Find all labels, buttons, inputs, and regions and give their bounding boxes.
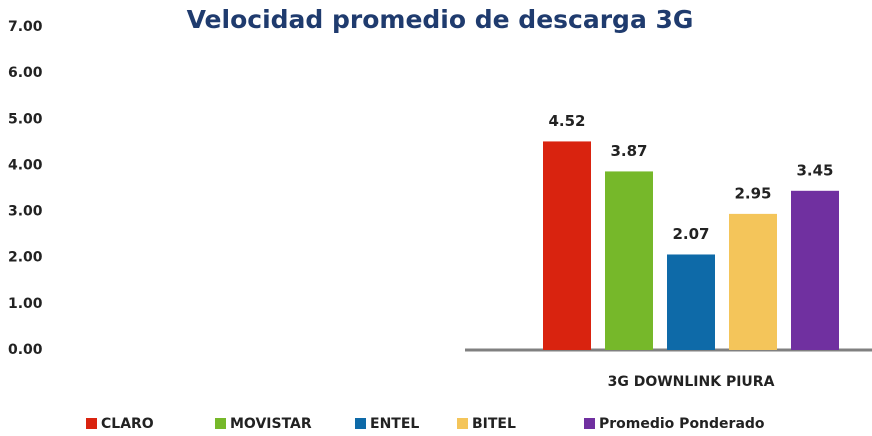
bar (667, 254, 715, 350)
legend-swatch (215, 418, 226, 429)
y-tick-label: 4.00 (8, 157, 43, 173)
data-label: 3.87 (610, 142, 647, 160)
y-tick-label: 6.00 (8, 65, 43, 81)
legend-swatch (457, 418, 468, 429)
legend-label: BITEL (472, 416, 516, 432)
data-label: 2.95 (734, 184, 771, 202)
bar (729, 213, 777, 350)
legend-swatch (355, 418, 366, 429)
data-label: 4.52 (548, 112, 585, 130)
y-tick-label: 3.00 (8, 204, 43, 220)
bar (605, 171, 653, 350)
legend-label: MOVISTAR (230, 416, 312, 432)
legend-label: ENTEL (370, 416, 419, 432)
y-tick-label: 7.00 (8, 19, 43, 35)
chart-title: Velocidad promedio de descarga 3G (187, 5, 694, 34)
legend-swatch (584, 418, 595, 429)
bar (791, 190, 839, 350)
bar (543, 141, 591, 350)
legend-swatch (86, 418, 97, 429)
y-tick-label: 2.00 (8, 250, 43, 266)
legend-label: Promedio Ponderado (599, 416, 765, 432)
y-tick-label: 0.00 (8, 342, 43, 358)
data-label: 3.45 (796, 161, 833, 179)
x-tick-label: 3G DOWNLINK PIURA (608, 374, 775, 390)
y-tick-label: 5.00 (8, 111, 43, 127)
data-label: 2.07 (672, 225, 709, 243)
y-tick-label: 1.00 (8, 296, 43, 312)
legend-label: CLARO (101, 416, 154, 432)
